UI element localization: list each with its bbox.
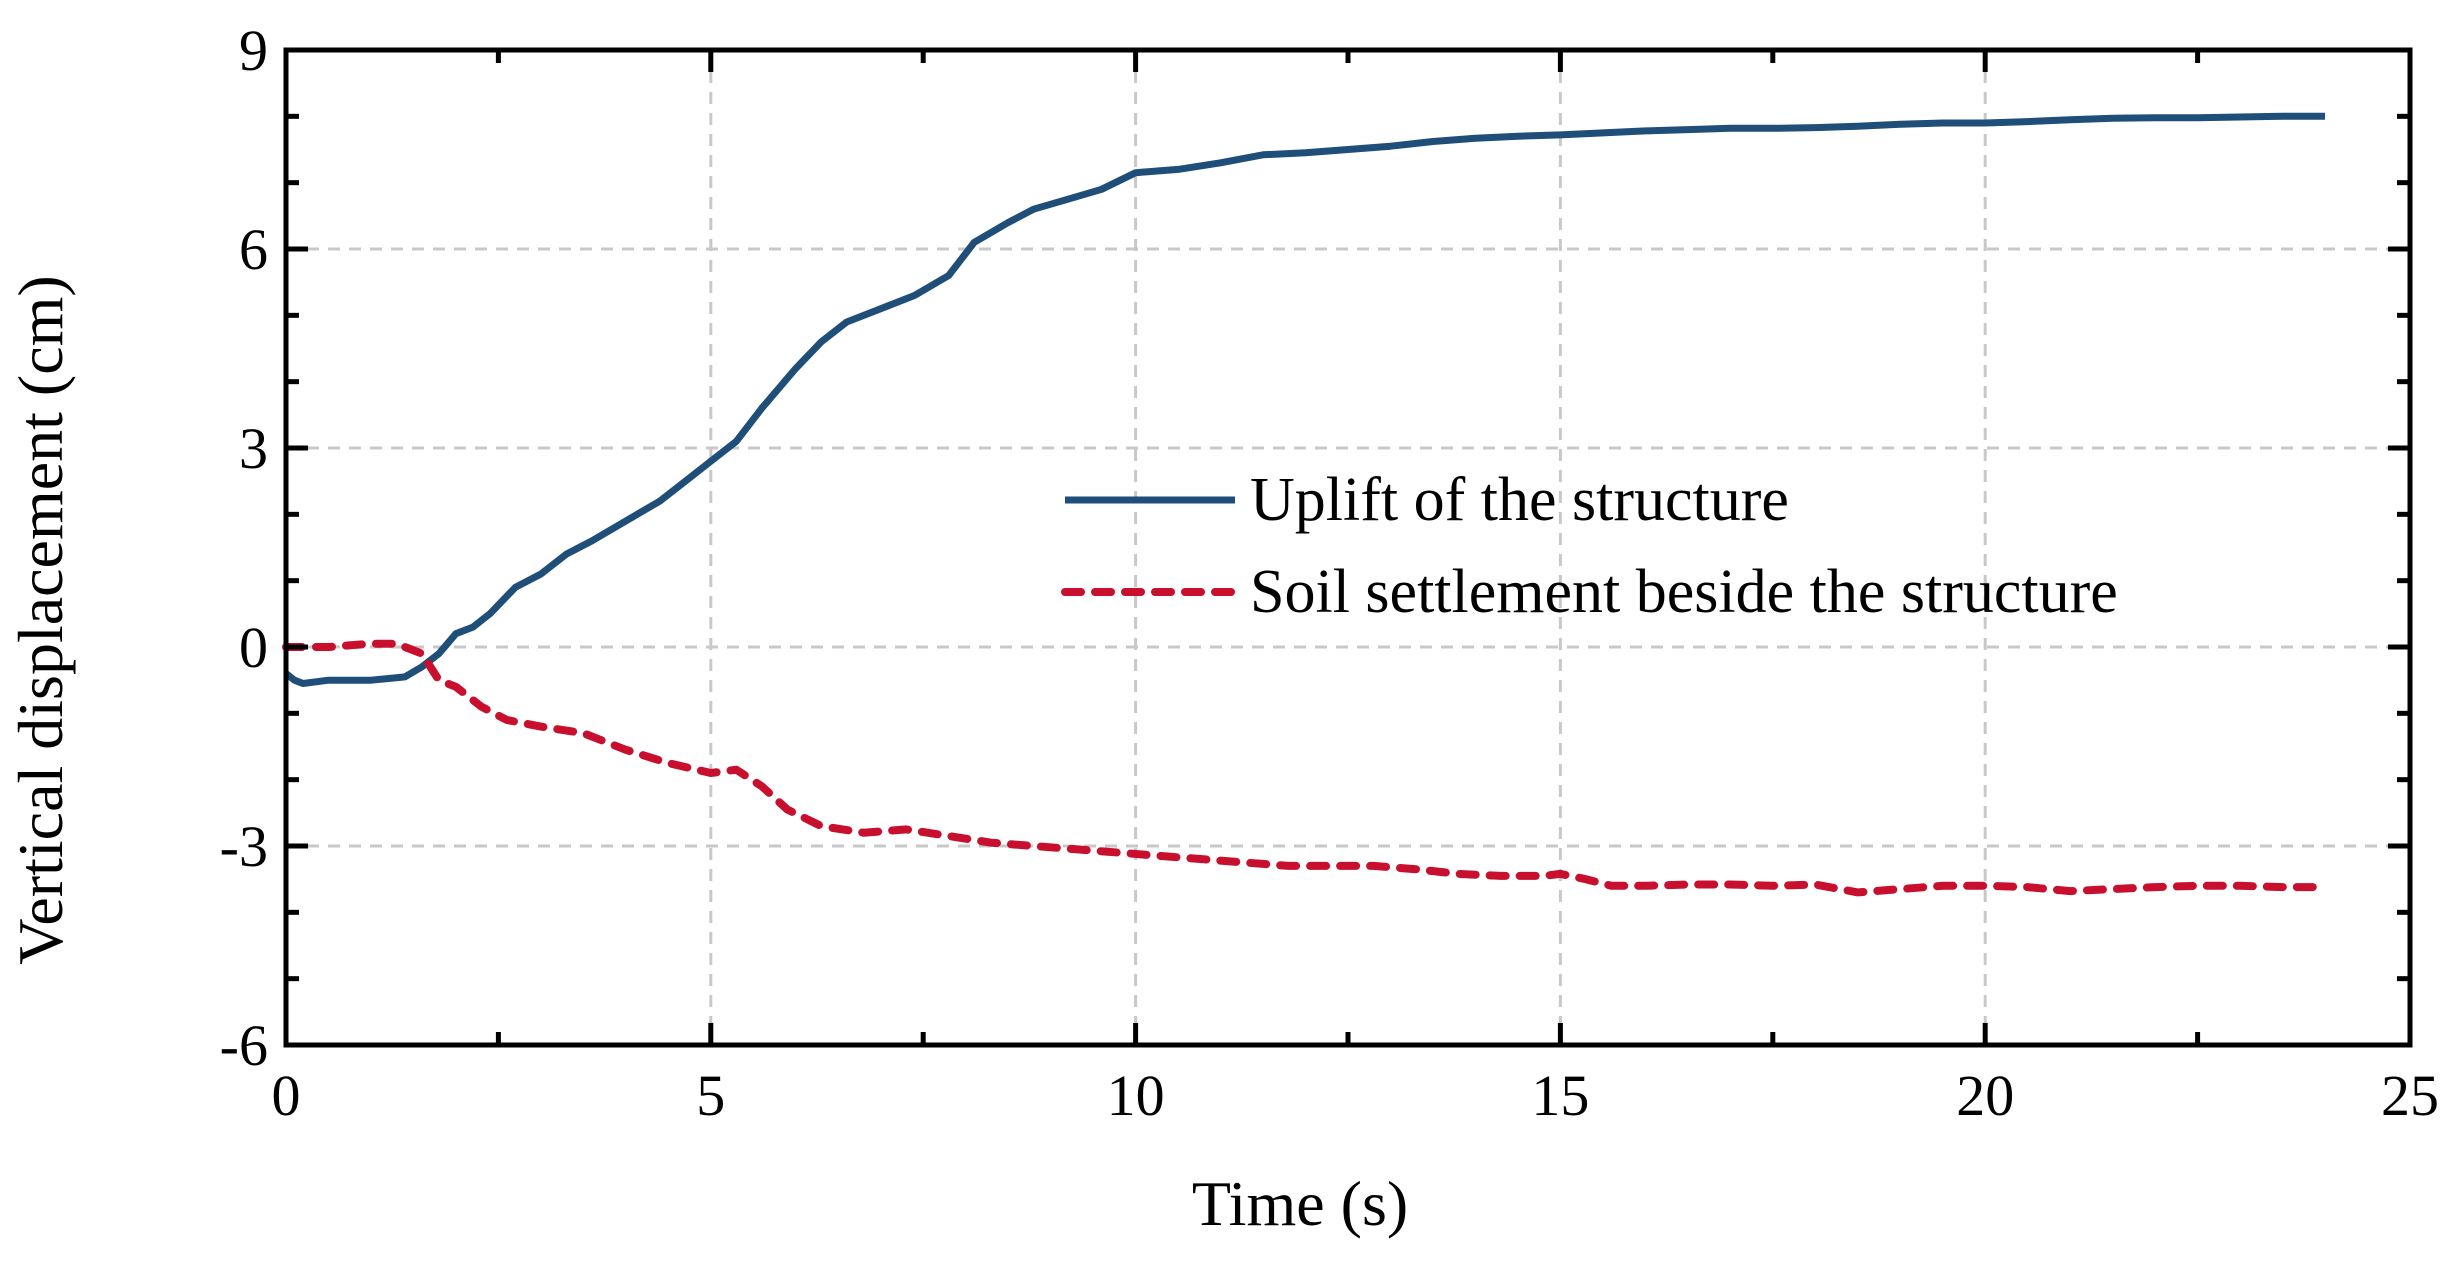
y-tick-label: 6: [239, 217, 268, 282]
x-tick-label: 0: [272, 1063, 301, 1128]
axes: 0 5 10 15 20 25 -6 -3 0 3 6 9: [220, 18, 2439, 1128]
legend: Uplift of the structure Soil settlement b…: [1061, 466, 2118, 626]
x-tick-label: 10: [1107, 1063, 1165, 1128]
gridlines: [286, 50, 2410, 1045]
x-axis-title: Time (s): [1192, 1168, 1408, 1239]
y-axis-title: Vertical displacement (cm): [5, 275, 76, 964]
x-tick-label: 15: [1531, 1063, 1589, 1128]
x-tick-label: 25: [2381, 1063, 2439, 1128]
series-line-1: [283, 112, 2325, 687]
x-tick-label: 5: [696, 1063, 725, 1128]
y-tick-label: 3: [239, 416, 268, 481]
x-tick-label: 20: [1956, 1063, 2014, 1128]
legend-label-2: Soil settlement beside the structure: [1250, 558, 2118, 626]
y-tick-label: 0: [239, 615, 268, 680]
y-tick-label: 9: [239, 18, 268, 83]
series-line-2: [282, 639, 2329, 897]
plot-frame: [283, 47, 2413, 1048]
legend-label-1: Uplift of the structure: [1250, 466, 1789, 534]
y-tick-label: -6: [220, 1013, 268, 1078]
series-layer: [282, 112, 2329, 897]
y-tick-label: -3: [220, 814, 268, 879]
